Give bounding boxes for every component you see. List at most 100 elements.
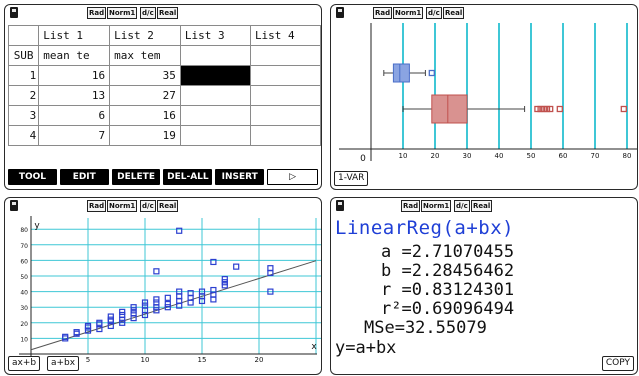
- selected-cell[interactable]: [179, 65, 251, 86]
- status-bar: Rad Norm1 d/c Real: [331, 198, 637, 214]
- x-tick-label: 50: [527, 152, 536, 160]
- list-header[interactable]: List 3: [179, 25, 251, 46]
- y-tick-label: 40: [20, 290, 28, 297]
- sub-cell[interactable]: [249, 45, 321, 66]
- sub-cell[interactable]: mean te: [38, 45, 111, 66]
- list-header[interactable]: List 1: [38, 25, 111, 46]
- complex-mode-indicator: Real: [157, 200, 179, 212]
- table-cell[interactable]: 7: [38, 125, 111, 146]
- table-cell[interactable]: [179, 125, 251, 146]
- boxplot-2-outlier: [534, 105, 541, 113]
- boxplot-2-outlier: [547, 105, 554, 113]
- table-row: 4 7 19: [7, 125, 321, 146]
- data-point: [164, 304, 171, 311]
- list-editor-screen: Rad Norm1 d/c Real List 1 List 2 List 3 …: [4, 4, 322, 190]
- table-cell[interactable]: 16: [38, 65, 111, 86]
- tool-key[interactable]: TOOL: [8, 169, 57, 185]
- display-mode-indicator: Norm1: [421, 200, 452, 212]
- table-row: 3 6 16: [7, 105, 321, 126]
- regression-result-screen: Rad Norm1 d/c Real LinearReg(a+bx) a =2.…: [330, 197, 638, 375]
- boxplot-1-box: [392, 63, 410, 83]
- table-cell[interactable]: [249, 105, 321, 126]
- a-plus-bx-key[interactable]: a+bx: [47, 356, 80, 371]
- data-point: [164, 300, 171, 308]
- angle-mode-indicator: Rad: [87, 200, 107, 212]
- copy-key[interactable]: COPY: [601, 356, 634, 371]
- table-cell[interactable]: 6: [38, 105, 111, 126]
- sub-cell[interactable]: [179, 45, 251, 66]
- data-point: [130, 304, 137, 311]
- mean-square-error: MSe=32.55079: [364, 318, 487, 338]
- display-mode-indicator: Norm1: [107, 200, 138, 212]
- table-cell[interactable]: [249, 85, 321, 106]
- data-point: [233, 263, 240, 270]
- status-bar: Rad Norm1 d/c Real: [5, 5, 321, 21]
- battery-icon: [10, 200, 18, 211]
- x-tick-label: 15: [198, 356, 207, 364]
- x-tick-label: 60: [559, 152, 568, 160]
- data-point: [198, 288, 206, 295]
- sub-cell[interactable]: max tem: [109, 45, 181, 66]
- list-header[interactable]: List 4: [249, 25, 321, 46]
- data-point: [221, 282, 228, 289]
- x-tick-label: 30: [463, 152, 472, 160]
- data-point: [221, 279, 228, 286]
- boxplot-screen: Rad Norm1 d/c Real 10 20 30 40 50 60 70 80 0 1-V…: [330, 4, 638, 190]
- data-point: [153, 299, 160, 306]
- list-header[interactable]: List 2: [109, 25, 181, 46]
- complex-mode-indicator: Real: [443, 7, 465, 19]
- data-point: [141, 302, 149, 309]
- next-page-key[interactable]: ▷: [267, 169, 318, 185]
- list-table: List 1 List 2 List 3 List 4 SUB mean te …: [7, 25, 321, 146]
- x-tick-label: 80: [623, 152, 632, 160]
- data-point: [221, 276, 228, 283]
- complex-mode-indicator: Real: [157, 7, 179, 19]
- data-point: [164, 294, 171, 301]
- insert-key[interactable]: INSERT: [215, 169, 265, 185]
- battery-icon: [10, 7, 18, 18]
- list-header-row: List 1 List 2 List 3 List 4: [7, 25, 321, 46]
- x-tick-label: 40: [495, 152, 504, 160]
- table-cell[interactable]: 16: [109, 105, 181, 126]
- table-cell[interactable]: [179, 105, 251, 126]
- data-point: [84, 322, 92, 330]
- x-tick-label: 20: [255, 356, 264, 364]
- delete-all-key[interactable]: DEL-ALL: [163, 169, 213, 185]
- row-index: 1: [7, 65, 40, 86]
- data-point: [187, 290, 194, 297]
- data-point: [153, 307, 160, 314]
- data-point: [130, 307, 137, 314]
- table-cell[interactable]: [179, 85, 251, 106]
- data-point: [153, 268, 160, 275]
- y-axis-label: y: [34, 221, 40, 231]
- table-cell[interactable]: 35: [109, 65, 181, 86]
- display-mode-indicator: Norm1: [107, 7, 138, 19]
- edit-key[interactable]: EDIT: [59, 169, 109, 185]
- fraction-format-indicator: d/c: [140, 7, 156, 19]
- table-cell[interactable]: 19: [109, 125, 181, 146]
- correlation-r: r =0.83124301: [381, 280, 515, 300]
- data-point: [141, 299, 149, 306]
- data-point: [130, 310, 137, 317]
- table-cell[interactable]: [249, 65, 321, 86]
- battery-icon: [336, 7, 344, 18]
- table-cell[interactable]: 27: [109, 85, 181, 106]
- table-cell[interactable]: [249, 125, 321, 146]
- data-point: [107, 313, 114, 320]
- scatter-screen: Rad Norm1 d/c Real 80 70 60 50 40 30 20 10 5 10 15…: [4, 197, 322, 375]
- table-cell[interactable]: 13: [38, 85, 111, 106]
- sub-label: SUB: [7, 45, 40, 66]
- ax-plus-b-key[interactable]: ax+b: [8, 356, 41, 371]
- delete-key[interactable]: DELETE: [111, 169, 161, 185]
- row-index: 3: [7, 105, 40, 126]
- boxplot-2-box: [431, 94, 468, 124]
- boxplot-2-outlier: [543, 105, 551, 113]
- boxplot-2-outlier: [540, 105, 547, 113]
- data-point: [119, 311, 126, 319]
- data-point: [73, 329, 80, 336]
- one-var-key[interactable]: 1-VAR: [334, 171, 369, 186]
- scatter-graph[interactable]: 80706050403020105101520yx0: [5, 198, 321, 374]
- boxplot-graph[interactable]: 10 20 30 40 50 60 70 80 0: [331, 5, 637, 189]
- x-tick-label: 70: [591, 152, 600, 160]
- battery-icon: [336, 200, 344, 211]
